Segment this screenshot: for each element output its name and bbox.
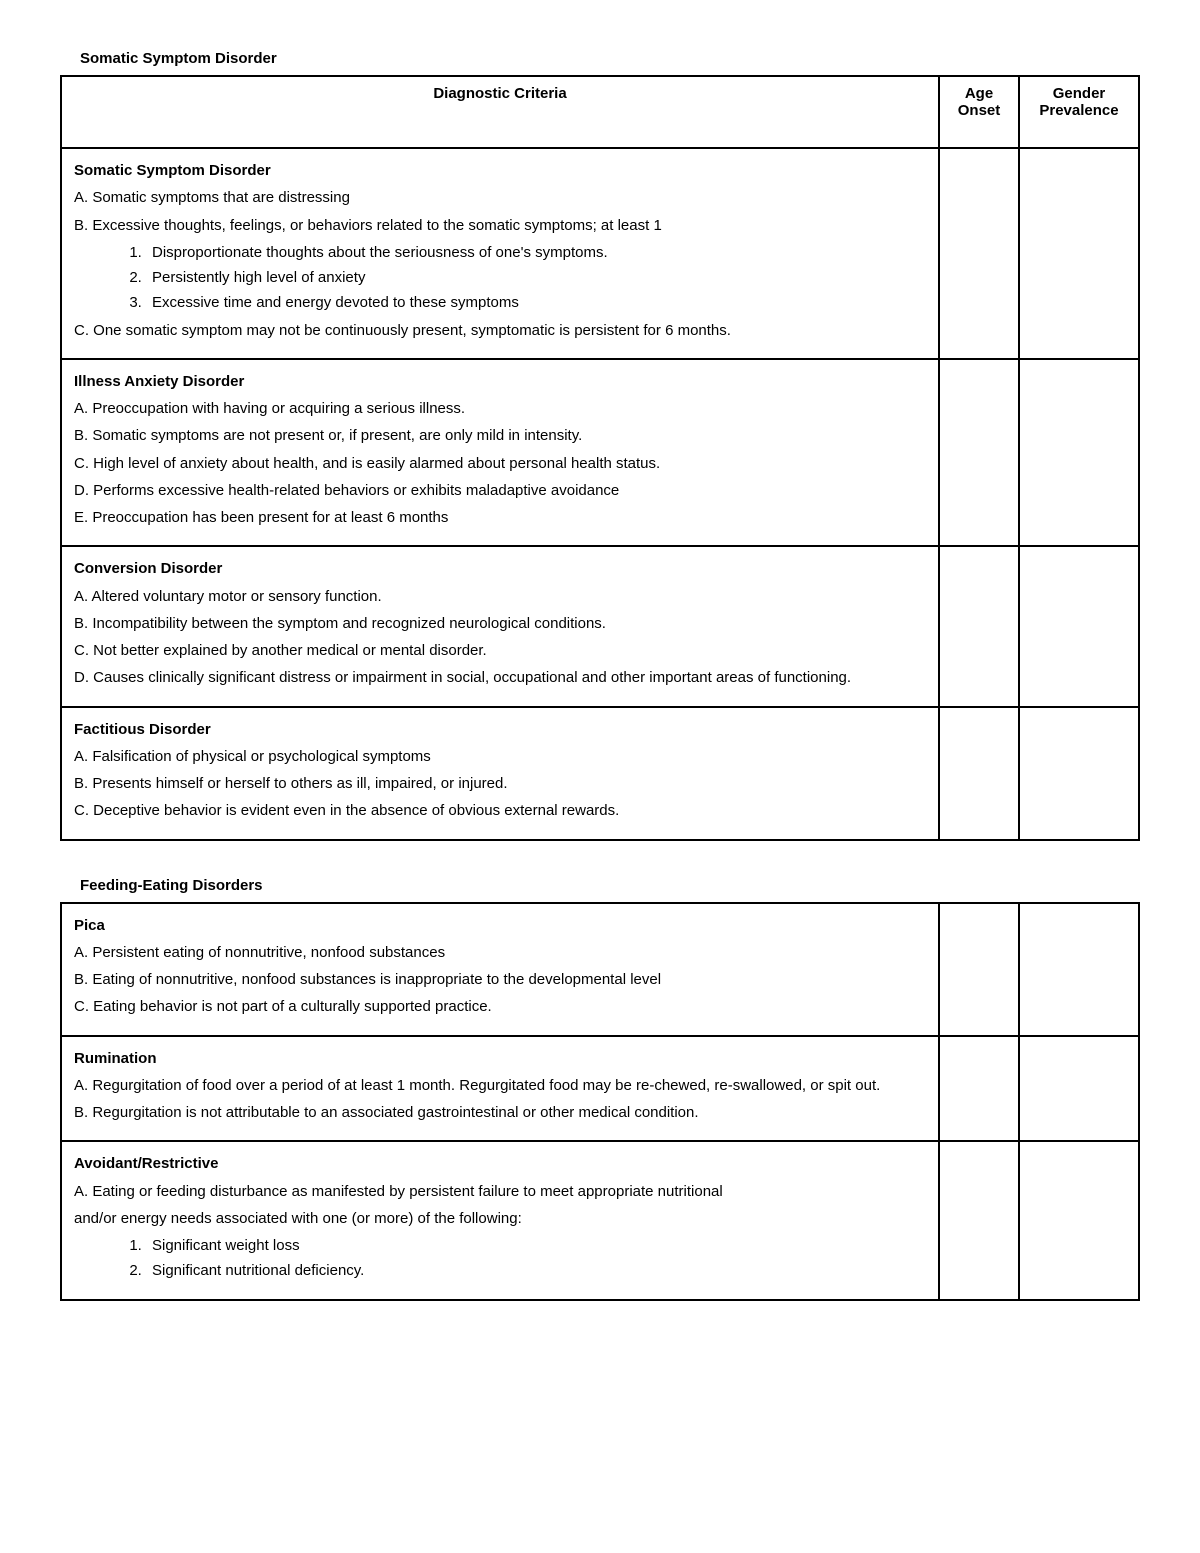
criterion: and/or energy needs associated with one … [74,1207,926,1230]
section-title-somatic: Somatic Symptom Disorder [80,50,1140,67]
disorder-name: Illness Anxiety Disorder [74,370,926,393]
criterion: D. Performs excessive health-related beh… [74,479,926,502]
disorder-name: Somatic Symptom Disorder [74,159,926,182]
sublist-item: Significant nutritional deficiency. [146,1259,926,1282]
criterion: D. Causes clinically significant distres… [74,666,926,689]
criteria-cell: Pica A. Persistent eating of nonnutritiv… [61,903,939,1036]
disorder-name: Avoidant/Restrictive [74,1152,926,1175]
criterion: A. Preoccupation with having or acquirin… [74,397,926,420]
table-row: Conversion Disorder A. Altered voluntary… [61,546,1139,706]
criterion: C. Eating behavior is not part of a cult… [74,995,926,1018]
age-cell [939,1036,1019,1142]
sublist: Significant weight loss Significant nutr… [74,1234,926,1283]
age-cell [939,148,1019,359]
table-header-row: Diagnostic Criteria Age Onset Gender Pre… [61,76,1139,148]
criterion: A. Regurgitation of food over a period o… [74,1074,926,1097]
sublist-item: Persistently high level of anxiety [146,266,926,289]
criteria-cell: Illness Anxiety Disorder A. Preoccupatio… [61,359,939,547]
criterion: A. Altered voluntary motor or sensory fu… [74,585,926,608]
header-criteria: Diagnostic Criteria [61,76,939,148]
gender-cell [1019,546,1139,706]
sublist-item: Significant weight loss [146,1234,926,1257]
criteria-cell: Rumination A. Regurgitation of food over… [61,1036,939,1142]
criterion: C. Deceptive behavior is evident even in… [74,799,926,822]
criterion: C. High level of anxiety about health, a… [74,452,926,475]
table-row: Avoidant/Restrictive A. Eating or feedin… [61,1141,1139,1299]
gender-cell [1019,359,1139,547]
disorder-name: Rumination [74,1047,926,1070]
criterion: A. Persistent eating of nonnutritive, no… [74,941,926,964]
criterion: A. Eating or feeding disturbance as mani… [74,1180,926,1203]
criterion: B. Eating of nonnutritive, nonfood subst… [74,968,926,991]
gender-cell [1019,1141,1139,1299]
section-title-feeding: Feeding-Eating Disorders [80,877,1140,894]
sublist-item: Disproportionate thoughts about the seri… [146,241,926,264]
criterion: B. Regurgitation is not attributable to … [74,1101,926,1124]
header-age: Age Onset [939,76,1019,148]
table-row: Rumination A. Regurgitation of food over… [61,1036,1139,1142]
criterion: A. Somatic symptoms that are distressing [74,186,926,209]
disorder-name: Pica [74,914,926,937]
gender-cell [1019,1036,1139,1142]
table-feeding: Pica A. Persistent eating of nonnutritiv… [60,902,1140,1301]
age-cell [939,1141,1019,1299]
criterion: B. Incompatibility between the symptom a… [74,612,926,635]
age-cell [939,546,1019,706]
table-row: Factitious Disorder A. Falsification of … [61,707,1139,840]
table-row: Illness Anxiety Disorder A. Preoccupatio… [61,359,1139,547]
criteria-cell: Avoidant/Restrictive A. Eating or feedin… [61,1141,939,1299]
table-row: Somatic Symptom Disorder A. Somatic symp… [61,148,1139,359]
criterion: C. Not better explained by another medic… [74,639,926,662]
criterion: C. One somatic symptom may not be contin… [74,319,926,342]
criterion: B. Somatic symptoms are not present or, … [74,424,926,447]
criterion: A. Falsification of physical or psycholo… [74,745,926,768]
gender-cell [1019,148,1139,359]
gender-cell [1019,707,1139,840]
criteria-cell: Somatic Symptom Disorder A. Somatic symp… [61,148,939,359]
age-cell [939,359,1019,547]
criterion: B. Presents himself or herself to others… [74,772,926,795]
table-row: Pica A. Persistent eating of nonnutritiv… [61,903,1139,1036]
criteria-cell: Factitious Disorder A. Falsification of … [61,707,939,840]
criteria-cell: Conversion Disorder A. Altered voluntary… [61,546,939,706]
table-somatic: Diagnostic Criteria Age Onset Gender Pre… [60,75,1140,841]
age-cell [939,903,1019,1036]
disorder-name: Factitious Disorder [74,718,926,741]
criterion: E. Preoccupation has been present for at… [74,506,926,529]
gender-cell [1019,903,1139,1036]
header-gender: Gender Prevalence [1019,76,1139,148]
disorder-name: Conversion Disorder [74,557,926,580]
criterion: B. Excessive thoughts, feelings, or beha… [74,214,926,237]
age-cell [939,707,1019,840]
sublist-item: Excessive time and energy devoted to the… [146,291,926,314]
sublist: Disproportionate thoughts about the seri… [74,241,926,315]
